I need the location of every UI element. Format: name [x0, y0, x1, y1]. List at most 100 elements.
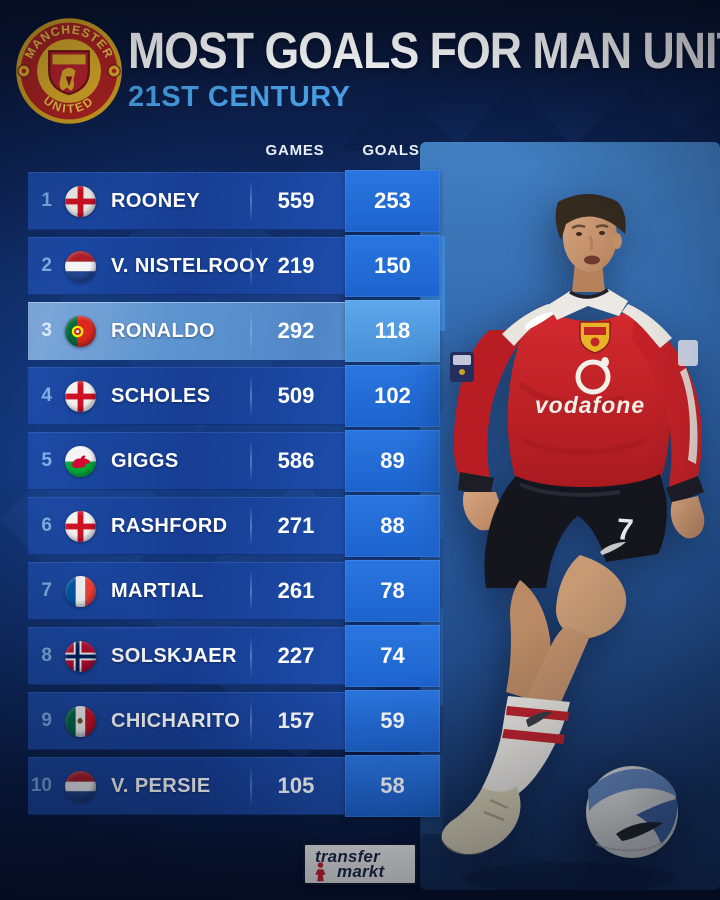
goals-value-box: 88: [345, 495, 440, 557]
goals-value-box: 102: [345, 365, 440, 427]
player-name: SCHOLES: [111, 384, 211, 407]
table-row: 7 MARTIAL 261 78: [28, 560, 440, 622]
player-name: V. NISTELROOY: [111, 254, 269, 277]
goals-value-box: 78: [345, 560, 440, 622]
column-divider: [250, 765, 252, 807]
football-icon: [586, 766, 678, 858]
table-row: 9 CHICHARITO 157 59: [28, 690, 440, 752]
rank-label: 9: [41, 710, 52, 731]
flag-netherlands-icon: [65, 770, 96, 802]
goals-value: 88: [380, 513, 405, 538]
rank-label: 6: [41, 515, 52, 536]
goals-value: 74: [380, 643, 405, 668]
logo-text-line2: markt: [337, 862, 385, 881]
crest-bottom-text: UNITED: [41, 93, 95, 116]
player-name: ROONEY: [111, 189, 201, 212]
player-name: MARTIAL: [111, 579, 204, 602]
games-value: 559: [277, 188, 315, 213]
table-row: 5 GIGGS 586 89: [28, 430, 440, 492]
goals-value: 253: [374, 188, 411, 213]
games-value: 292: [277, 318, 315, 343]
rank-label: 5: [41, 450, 52, 471]
table-row: 2 V. NISTELROOY 219 150: [28, 235, 440, 297]
player-name: V. PERSIE: [111, 774, 211, 797]
manchester-united-crest-icon: MANCHESTER UNITED: [16, 18, 122, 124]
goals-value-box: 74: [345, 625, 440, 687]
nike-swoosh-icon: [525, 311, 558, 330]
player-name: RONALDO: [111, 319, 215, 342]
games-value: 509: [277, 383, 315, 408]
player-name: CHICHARITO: [111, 709, 241, 732]
table-row: 4 SCHOLES 509 102: [28, 365, 440, 427]
table-row: 6 RASHFORD 271 88: [28, 495, 440, 557]
leaderboard-rows: 1 ROONEY 559 253 2 V. NISTELROOY 219 150…: [28, 170, 440, 822]
table-row: 3 RONALDO 292 118: [28, 300, 440, 362]
flag-portugal-icon: [65, 315, 96, 347]
page-subtitle: 21ST CENTURY: [128, 81, 351, 113]
sleeve-badge-icon: [450, 352, 474, 382]
rank-label: 10: [30, 775, 52, 796]
column-divider: [250, 375, 252, 417]
shorts-number-text: 7: [616, 513, 635, 547]
column-divider: [250, 245, 252, 287]
table-row: 8 SOLSKJAER 227 74: [28, 625, 440, 687]
column-divider: [250, 700, 252, 742]
club-crest-icon: [579, 321, 611, 354]
column-header-games: GAMES: [265, 142, 325, 159]
flag-netherlands-icon: [65, 250, 96, 282]
column-divider: [250, 635, 252, 677]
rank-label: 8: [41, 645, 52, 666]
rank-label: 4: [41, 385, 52, 406]
column-divider: [250, 440, 252, 482]
rank-label: 3: [41, 320, 52, 341]
transfermarkt-logo: transfer markt: [303, 843, 417, 885]
flag-wales-icon: [65, 445, 96, 477]
table-row: 1 ROONEY 559 253: [28, 170, 440, 232]
column-divider: [250, 505, 252, 547]
goals-value-box: 150: [345, 235, 440, 297]
goals-value-box: 89: [345, 430, 440, 492]
player-shadow: [465, 862, 675, 894]
games-value: 219: [277, 253, 315, 278]
goals-value-box: 118: [345, 300, 440, 362]
logo-text-line1: transfer: [315, 847, 380, 866]
games-value: 227: [277, 643, 315, 668]
rank-label: 7: [41, 580, 52, 601]
column-divider: [250, 570, 252, 612]
rank-label: 1: [41, 190, 52, 211]
games-value: 271: [277, 513, 315, 538]
header-titles: MOST GOALS FOR MAN UNITED 21ST CENTURY: [128, 24, 720, 112]
games-value: 586: [277, 448, 315, 473]
flag-england-icon: [65, 510, 96, 542]
goals-value: 78: [380, 578, 405, 603]
goals-value: 59: [380, 708, 405, 733]
flag-mexico-icon: [65, 705, 96, 737]
flag-norway-icon: [65, 640, 96, 672]
games-value: 261: [277, 578, 315, 603]
goals-value-box: 58: [345, 755, 440, 817]
goals-value-box: 253: [345, 170, 440, 232]
player-name: SOLSKJAER: [111, 644, 237, 667]
column-divider: [250, 310, 252, 352]
goals-value: 58: [380, 773, 405, 798]
nike-swoosh-icon: [600, 542, 626, 555]
flag-france-icon: [65, 575, 96, 607]
player-name: RASHFORD: [111, 514, 228, 537]
sleeve-badge-icon: [678, 340, 698, 366]
column-divider: [250, 180, 252, 222]
column-header-goals: GOALS: [362, 142, 420, 159]
goals-value: 102: [374, 383, 411, 408]
player-photo-ronaldo: vodafone 7: [441, 194, 705, 894]
player-name: GIGGS: [111, 449, 179, 472]
transfermarkt-figure-icon: [315, 862, 326, 882]
player-head: [555, 194, 626, 272]
shirt-sponsor-logo: vodafone: [535, 357, 645, 418]
goals-value: 118: [374, 318, 411, 343]
nike-swoosh-icon: [526, 711, 552, 727]
svg-text:UNITED: UNITED: [41, 93, 97, 116]
shirt-sponsor-text: vodafone: [535, 392, 645, 418]
flag-england-icon: [65, 185, 96, 217]
table-row: 10 V. PERSIE 105 58: [28, 755, 440, 817]
page-title: MOST GOALS FOR MAN UNITED: [128, 21, 720, 79]
